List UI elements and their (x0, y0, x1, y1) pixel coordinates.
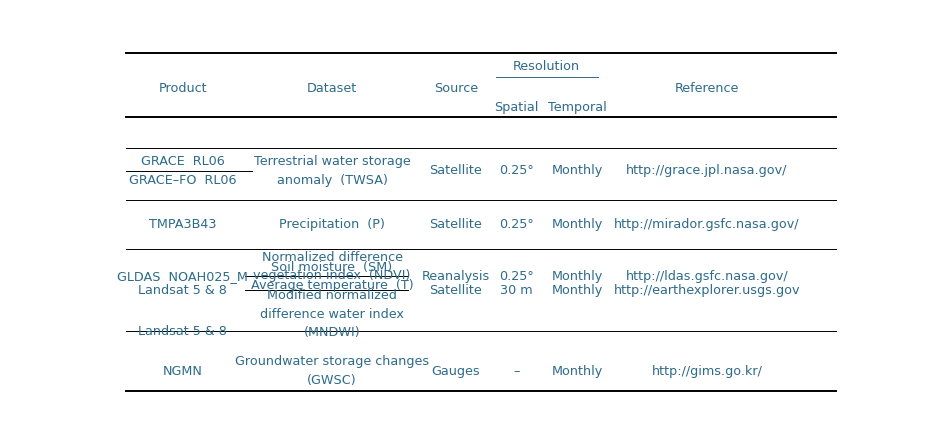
Text: http://earthexplorer.usgs.gov: http://earthexplorer.usgs.gov (613, 284, 800, 297)
Text: Source: Source (434, 82, 478, 95)
Text: Monthly: Monthly (552, 365, 603, 378)
Text: http://grace.jpl.nasa.gov/: http://grace.jpl.nasa.gov/ (626, 164, 788, 177)
Text: Gauges: Gauges (431, 365, 480, 378)
Text: 0.25°: 0.25° (499, 270, 533, 283)
Text: Satellite: Satellite (429, 164, 482, 177)
Text: Soil moisture  (SM): Soil moisture (SM) (271, 260, 393, 274)
Text: TMPA3B43: TMPA3B43 (149, 218, 217, 231)
Text: (GWSC): (GWSC) (307, 374, 357, 387)
Text: GLDAS  NOAH025_M: GLDAS NOAH025_M (117, 270, 248, 283)
Text: Monthly: Monthly (552, 284, 603, 297)
Text: vegetation index  (NDVI): vegetation index (NDVI) (254, 269, 410, 282)
Text: GRACE–FO  RL06: GRACE–FO RL06 (130, 173, 237, 187)
Text: Precipitation  (P): Precipitation (P) (279, 218, 385, 231)
Text: http://ldas.gsfc.nasa.gov/: http://ldas.gsfc.nasa.gov/ (625, 270, 788, 283)
Text: Modified normalized: Modified normalized (267, 289, 397, 302)
Text: Groundwater storage changes: Groundwater storage changes (235, 356, 429, 368)
Text: Reanalysis: Reanalysis (422, 270, 490, 283)
Text: http://mirador.gsfc.nasa.gov/: http://mirador.gsfc.nasa.gov/ (614, 218, 800, 231)
Text: Monthly: Monthly (552, 218, 603, 231)
Text: Reference: Reference (674, 82, 739, 95)
Text: Normalized difference: Normalized difference (262, 251, 403, 264)
Text: Landsat 5 & 8: Landsat 5 & 8 (138, 284, 227, 297)
Text: GRACE  RL06: GRACE RL06 (141, 155, 224, 168)
Text: Resolution: Resolution (514, 60, 580, 73)
Text: Average temperature  (T): Average temperature (T) (251, 279, 413, 292)
Text: Landsat 5 & 8: Landsat 5 & 8 (138, 325, 227, 338)
Text: Product: Product (159, 82, 208, 95)
Text: 0.25°: 0.25° (499, 164, 533, 177)
Text: Monthly: Monthly (552, 270, 603, 283)
Text: Monthly: Monthly (552, 164, 603, 177)
Text: 30 m: 30 m (500, 284, 532, 297)
Text: 0.25°: 0.25° (499, 218, 533, 231)
Text: Terrestrial water storage: Terrestrial water storage (254, 155, 410, 168)
Text: (MNDWI): (MNDWI) (303, 326, 361, 339)
Text: –: – (513, 365, 519, 378)
Text: NGMN: NGMN (163, 365, 203, 378)
Text: http://gims.go.kr/: http://gims.go.kr/ (652, 365, 762, 378)
Text: anomaly  (TWSA): anomaly (TWSA) (277, 173, 388, 187)
Text: Temporal: Temporal (548, 100, 607, 114)
Text: Dataset: Dataset (307, 82, 357, 95)
Text: Spatial: Spatial (494, 100, 538, 114)
Text: Satellite: Satellite (429, 284, 482, 297)
Text: Satellite: Satellite (429, 218, 482, 231)
Text: difference water index: difference water index (260, 308, 404, 321)
